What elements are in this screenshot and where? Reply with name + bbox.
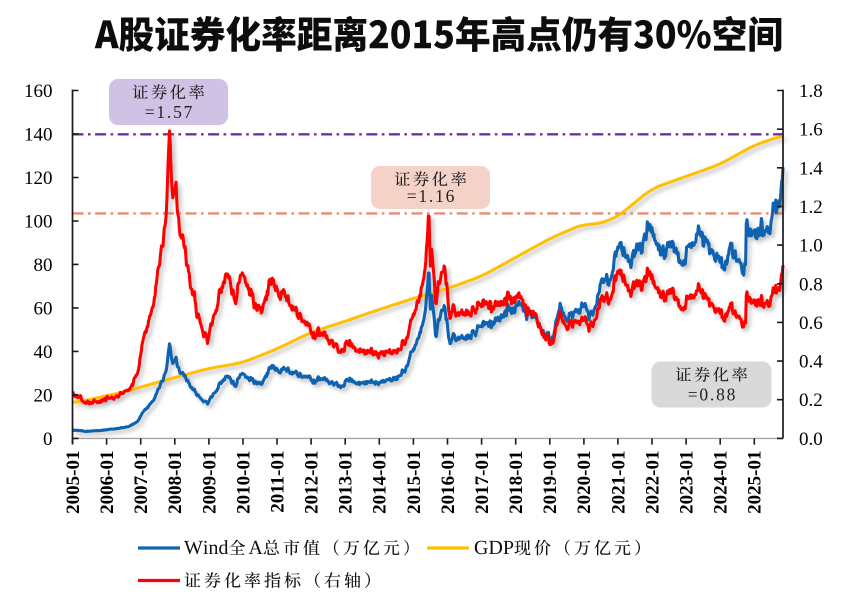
- svg-text:2019-01: 2019-01: [540, 451, 561, 514]
- svg-text:2007-01: 2007-01: [131, 451, 152, 514]
- svg-text:2017-01: 2017-01: [472, 451, 493, 514]
- svg-text:2023-01: 2023-01: [677, 451, 698, 514]
- svg-text:140: 140: [24, 125, 53, 146]
- svg-text:2011-01: 2011-01: [267, 451, 288, 513]
- svg-text:100: 100: [24, 212, 53, 233]
- svg-text:2005-01: 2005-01: [63, 451, 84, 514]
- svg-text:2013-01: 2013-01: [336, 451, 357, 514]
- svg-text:0.6: 0.6: [799, 313, 823, 334]
- svg-text:2018-01: 2018-01: [506, 451, 527, 514]
- svg-text:2014-01: 2014-01: [370, 451, 391, 514]
- svg-text:0: 0: [43, 429, 53, 450]
- svg-text:2006-01: 2006-01: [97, 451, 118, 514]
- svg-text:=0.88: =0.88: [688, 385, 738, 405]
- svg-text:20: 20: [34, 385, 53, 406]
- svg-text:0.0: 0.0: [799, 429, 823, 450]
- svg-text:1.0: 1.0: [799, 236, 823, 257]
- svg-text:60: 60: [34, 298, 53, 319]
- svg-text:2024-01: 2024-01: [711, 451, 732, 514]
- svg-text:2016-01: 2016-01: [438, 451, 459, 514]
- svg-text:2015-01: 2015-01: [404, 451, 425, 514]
- svg-text:2020-01: 2020-01: [574, 451, 595, 514]
- svg-text:2021-01: 2021-01: [608, 451, 629, 514]
- svg-text:2009-01: 2009-01: [199, 451, 220, 514]
- svg-text:2010-01: 2010-01: [233, 451, 254, 514]
- svg-text:80: 80: [34, 255, 53, 276]
- svg-text:1.4: 1.4: [799, 158, 823, 179]
- svg-text:2025-01: 2025-01: [745, 451, 766, 514]
- svg-text:1.8: 1.8: [799, 81, 823, 102]
- svg-text:40: 40: [34, 342, 53, 363]
- svg-text:0.2: 0.2: [799, 390, 823, 411]
- svg-text:1.6: 1.6: [799, 120, 823, 141]
- svg-text:2008-01: 2008-01: [165, 451, 186, 514]
- svg-text:0.4: 0.4: [799, 352, 823, 373]
- svg-text:120: 120: [24, 168, 53, 189]
- svg-text:2022-01: 2022-01: [642, 451, 663, 514]
- svg-text:0.8: 0.8: [799, 274, 823, 295]
- svg-text:2012-01: 2012-01: [302, 451, 323, 514]
- svg-text:=1.16: =1.16: [407, 186, 457, 206]
- svg-text:=1.57: =1.57: [145, 102, 195, 122]
- svg-text:1.2: 1.2: [799, 197, 823, 218]
- svg-text:160: 160: [24, 81, 53, 102]
